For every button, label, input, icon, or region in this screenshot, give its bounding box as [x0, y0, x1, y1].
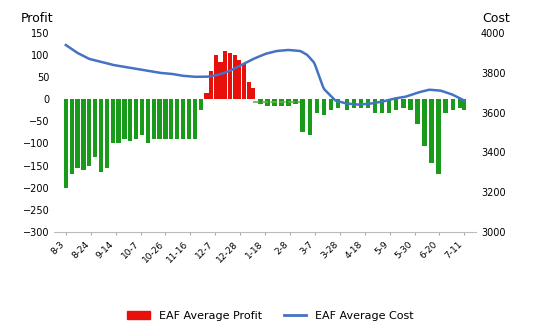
Bar: [293, 99, 298, 104]
Bar: [193, 99, 197, 139]
Bar: [81, 99, 85, 170]
Bar: [163, 99, 168, 139]
Bar: [181, 99, 185, 139]
Bar: [423, 99, 427, 146]
Bar: [199, 99, 203, 110]
Bar: [251, 88, 255, 99]
Bar: [380, 99, 385, 113]
Bar: [462, 99, 466, 110]
Bar: [444, 99, 448, 113]
Bar: [394, 99, 399, 110]
Bar: [451, 99, 455, 110]
Bar: [204, 93, 209, 99]
Bar: [286, 99, 291, 106]
Bar: [233, 55, 237, 99]
Bar: [247, 82, 251, 99]
Bar: [408, 99, 413, 110]
Bar: [219, 62, 223, 99]
Bar: [223, 51, 227, 99]
Bar: [64, 99, 68, 188]
Bar: [373, 99, 378, 113]
Bar: [237, 60, 241, 99]
Text: Profit: Profit: [21, 12, 53, 25]
Bar: [352, 99, 357, 108]
Bar: [105, 99, 109, 168]
Bar: [258, 99, 262, 104]
Bar: [359, 99, 364, 108]
Bar: [140, 99, 144, 135]
Bar: [214, 55, 218, 99]
Bar: [242, 64, 246, 99]
Bar: [437, 99, 441, 174]
Bar: [134, 99, 138, 139]
Bar: [169, 99, 174, 139]
Bar: [209, 71, 213, 99]
Bar: [335, 99, 340, 108]
Bar: [228, 53, 232, 99]
Bar: [99, 99, 103, 172]
Bar: [307, 99, 312, 135]
Bar: [401, 99, 406, 108]
Bar: [70, 99, 74, 174]
Bar: [187, 99, 191, 139]
Text: Cost: Cost: [482, 12, 510, 25]
Bar: [110, 99, 115, 143]
Bar: [146, 99, 150, 143]
Bar: [387, 99, 392, 113]
Bar: [300, 99, 305, 132]
Bar: [116, 99, 121, 143]
Bar: [151, 99, 156, 139]
Bar: [175, 99, 179, 139]
Bar: [366, 99, 371, 108]
Bar: [122, 99, 127, 139]
Bar: [265, 99, 269, 106]
Bar: [279, 99, 283, 106]
Legend: EAF Average Profit, EAF Average Cost: EAF Average Profit, EAF Average Cost: [123, 307, 418, 325]
Bar: [430, 99, 434, 163]
Bar: [415, 99, 420, 123]
Bar: [75, 99, 80, 168]
Bar: [314, 99, 319, 113]
Bar: [128, 99, 133, 141]
Bar: [93, 99, 97, 157]
Bar: [87, 99, 91, 166]
Bar: [345, 99, 349, 110]
Bar: [321, 99, 326, 115]
Bar: [157, 99, 162, 139]
Bar: [458, 99, 462, 108]
Bar: [272, 99, 276, 106]
Bar: [328, 99, 333, 110]
